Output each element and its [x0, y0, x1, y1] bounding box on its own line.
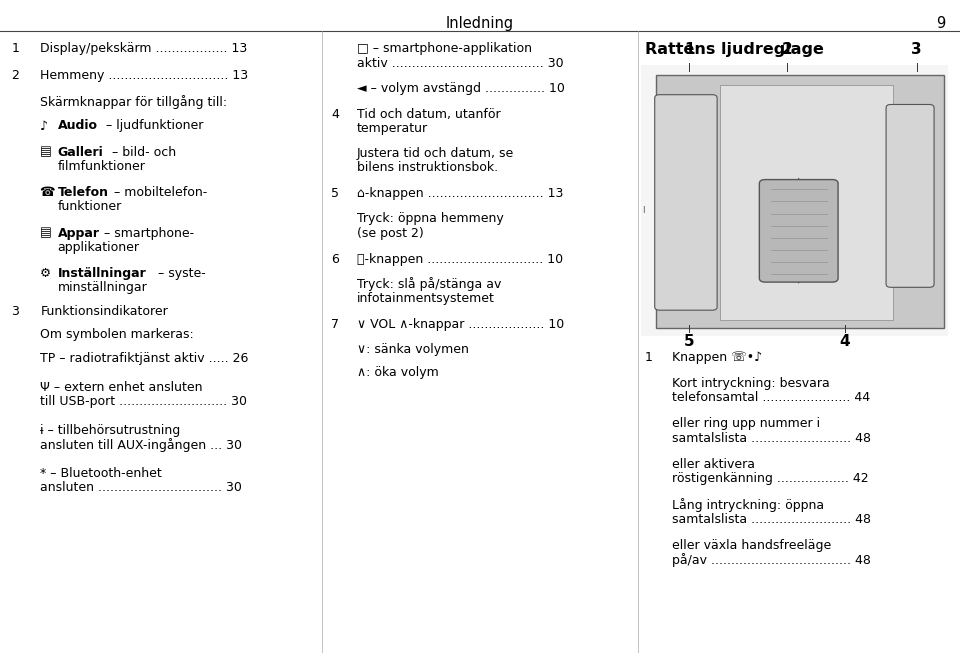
- FancyBboxPatch shape: [759, 180, 838, 282]
- Text: samtalslista ......................... 48: samtalslista ......................... 4…: [672, 432, 871, 445]
- Text: filmfunktioner: filmfunktioner: [58, 160, 146, 173]
- Text: Tryck: öppna hemmeny: Tryck: öppna hemmeny: [357, 212, 504, 225]
- Text: Inledning: Inledning: [446, 16, 514, 31]
- Text: Skärmknappar för tillgång till:: Skärmknappar för tillgång till:: [40, 95, 228, 108]
- Text: på/av ................................... 48: på/av ..................................…: [672, 553, 871, 567]
- Text: 2: 2: [781, 42, 793, 57]
- Text: ∧: öka volym: ∧: öka volym: [357, 366, 439, 379]
- Text: ☎: ☎: [40, 186, 60, 199]
- Text: minställningar: minställningar: [58, 281, 147, 295]
- Text: eller ring upp nummer i: eller ring upp nummer i: [672, 417, 820, 430]
- Text: Display/pekskärm .................. 13: Display/pekskärm .................. 13: [40, 42, 248, 56]
- FancyBboxPatch shape: [886, 104, 934, 287]
- Text: – ljudfunktioner: – ljudfunktioner: [102, 119, 204, 133]
- Text: bilens instruktionsbok.: bilens instruktionsbok.: [357, 161, 498, 174]
- Text: @: @: [666, 162, 674, 171]
- Text: 1: 1: [12, 42, 19, 56]
- Text: Kort intryckning: besvara: Kort intryckning: besvara: [672, 377, 829, 390]
- Text: ▤: ▤: [40, 146, 56, 159]
- Text: 1: 1: [645, 351, 653, 364]
- Text: ☏: ☏: [666, 118, 676, 127]
- Text: 7: 7: [331, 318, 339, 331]
- Text: ∞: ∞: [666, 182, 673, 191]
- Text: 4: 4: [331, 108, 339, 121]
- Text: ∨ VOL ∧-knappar ................... 10: ∨ VOL ∧-knappar ................... 10: [357, 318, 564, 331]
- Text: 3: 3: [12, 305, 19, 318]
- Text: ∨: sänka volymen: ∨: sänka volymen: [357, 343, 469, 356]
- Text: – syste-: – syste-: [154, 267, 205, 280]
- Text: Galleri: Galleri: [58, 146, 104, 159]
- Text: TP – radiotrafiktjänst aktiv ..... 26: TP – radiotrafiktjänst aktiv ..... 26: [40, 352, 249, 365]
- Text: Rattens ljudreglage: Rattens ljudreglage: [645, 42, 824, 57]
- Text: ansluten ............................... 30: ansluten ...............................…: [40, 481, 242, 494]
- Text: applikationer: applikationer: [58, 241, 139, 254]
- Text: ▤: ▤: [40, 227, 56, 240]
- Text: □ – smartphone-applikation: □ – smartphone-applikation: [357, 42, 532, 56]
- Text: ▷: ▷: [898, 157, 904, 166]
- Text: SRC: SRC: [792, 230, 805, 236]
- Text: Funktionsindikatorer: Funktionsindikatorer: [40, 305, 168, 318]
- Text: – mobiltelefon-: – mobiltelefon-: [110, 186, 207, 199]
- FancyBboxPatch shape: [655, 95, 717, 310]
- Text: ◄ – volym avstängd ............... 10: ◄ – volym avstängd ............... 10: [357, 82, 565, 95]
- Bar: [641, 65, 948, 336]
- Text: infotainmentsystemet: infotainmentsystemet: [357, 292, 495, 305]
- Text: till USB-port ........................... 30: till USB-port ..........................…: [40, 395, 248, 408]
- Text: Telefon: Telefon: [58, 186, 108, 199]
- Text: (se post 2): (se post 2): [357, 227, 424, 240]
- Text: telefonsamtal ...................... 44: telefonsamtal ...................... 44: [672, 391, 870, 404]
- Text: samtalslista ......................... 48: samtalslista ......................... 4…: [672, 513, 871, 526]
- Text: –: –: [898, 196, 902, 206]
- Text: ⚙: ⚙: [40, 267, 56, 280]
- Text: Justera tid och datum, se: Justera tid och datum, se: [357, 147, 515, 160]
- Text: Ψ – extern enhet ansluten: Ψ – extern enhet ansluten: [40, 381, 203, 394]
- Text: +: +: [898, 127, 905, 137]
- Text: Hemmeny .............................. 13: Hemmeny .............................. 1…: [40, 69, 249, 82]
- Text: 9: 9: [936, 16, 946, 31]
- Text: Tid och datum, utanför: Tid och datum, utanför: [357, 108, 501, 121]
- Text: 5: 5: [684, 334, 695, 349]
- Text: funktioner: funktioner: [58, 200, 122, 214]
- Text: temperatur: temperatur: [357, 122, 428, 135]
- Text: ♪: ♪: [40, 119, 52, 133]
- Text: * – Bluetooth-enhet: * – Bluetooth-enhet: [40, 467, 162, 480]
- Text: 2: 2: [12, 69, 19, 82]
- Text: 5: 5: [331, 187, 339, 200]
- Text: ansluten till AUX-ingången ... 30: ansluten till AUX-ingången ... 30: [40, 438, 242, 452]
- Text: 1: 1: [684, 42, 694, 57]
- Text: – bild- och: – bild- och: [108, 146, 177, 159]
- Polygon shape: [656, 75, 944, 328]
- Text: ♪: ♪: [666, 135, 671, 144]
- Text: Appar: Appar: [58, 227, 100, 240]
- Text: ⏻-knappen ............................. 10: ⏻-knappen ............................. …: [357, 253, 564, 266]
- Text: – smartphone-: – smartphone-: [100, 227, 194, 240]
- Text: aktiv ...................................... 30: aktiv ..................................…: [357, 57, 564, 70]
- Text: röstigenkänning .................. 42: röstigenkänning .................. 42: [672, 472, 869, 485]
- Text: eller aktivera: eller aktivera: [672, 458, 755, 471]
- Text: eller växla handsfreeläge: eller växla handsfreeläge: [672, 539, 831, 552]
- Text: 4: 4: [839, 334, 851, 349]
- Bar: [720, 85, 893, 320]
- Text: ▼: ▼: [796, 278, 802, 284]
- Text: ⌂-knappen ............................. 13: ⌂-knappen ............................. …: [357, 187, 564, 200]
- Text: Inställningar: Inställningar: [58, 267, 146, 280]
- Text: Lång intryckning: öppna: Lång intryckning: öppna: [672, 498, 824, 512]
- Text: I: I: [642, 206, 645, 215]
- Text: Audio: Audio: [58, 119, 98, 133]
- Text: ɨ – tillbehörsutrustning: ɨ – tillbehörsutrustning: [40, 424, 180, 437]
- Text: ▲: ▲: [796, 178, 802, 183]
- Text: Knappen ☏•♪: Knappen ☏•♪: [672, 351, 762, 364]
- Text: 3: 3: [911, 42, 923, 57]
- Text: 6: 6: [331, 253, 339, 266]
- Text: Om symbolen markeras:: Om symbolen markeras:: [40, 328, 194, 342]
- Text: Tryck: slå på/stänga av: Tryck: slå på/stänga av: [357, 278, 501, 291]
